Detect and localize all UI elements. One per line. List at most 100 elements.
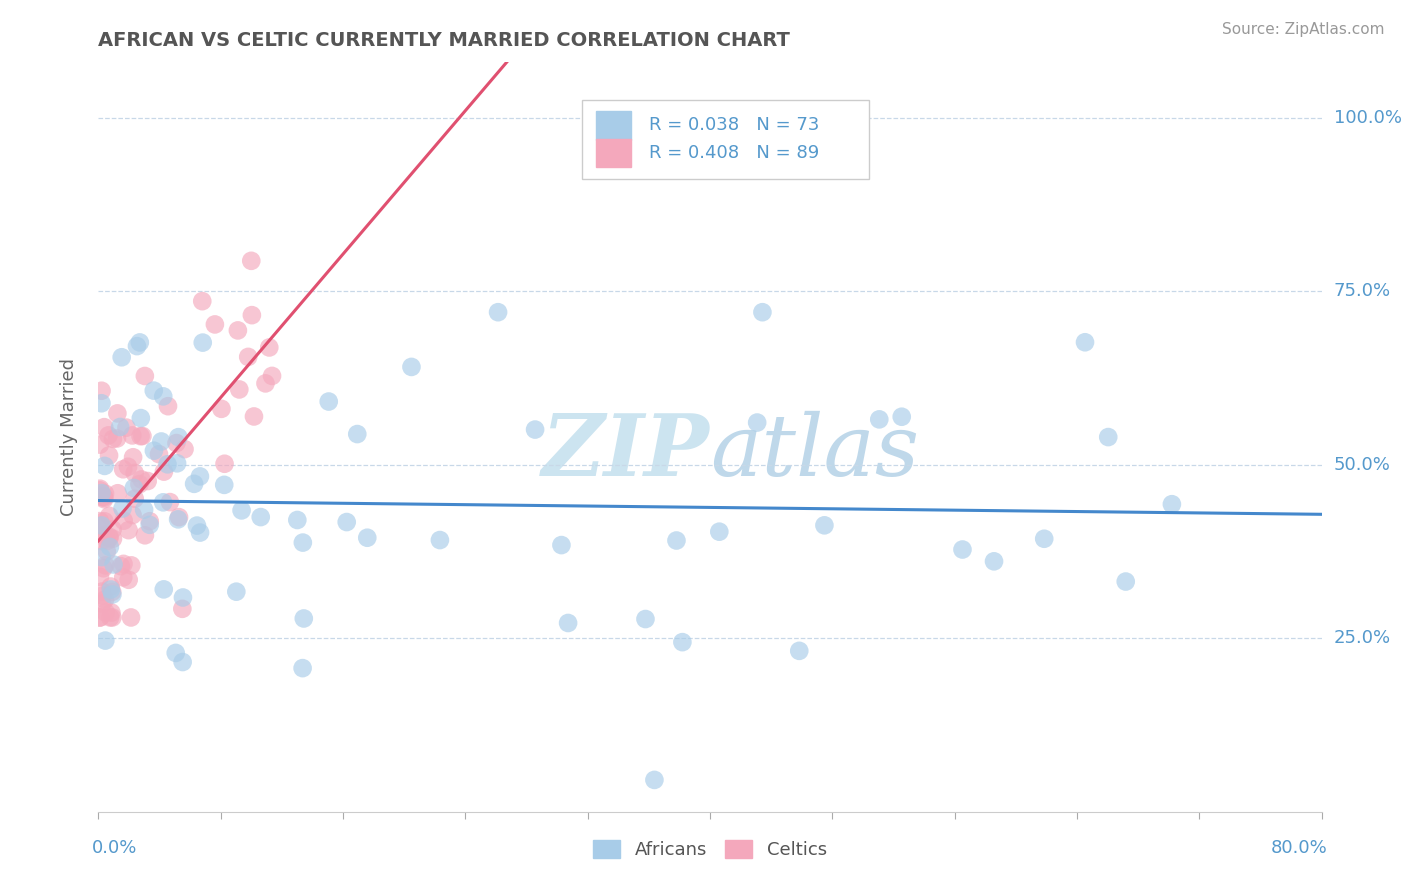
Point xyxy=(787,644,810,658)
Point xyxy=(89,610,111,624)
Point xyxy=(122,481,145,495)
Point xyxy=(167,512,190,526)
Point xyxy=(89,483,111,498)
Legend: Africans, Celtics: Africans, Celtics xyxy=(586,832,834,866)
Point xyxy=(90,550,112,565)
Y-axis label: Currently Married: Currently Married xyxy=(59,358,77,516)
Point xyxy=(238,350,260,364)
Point xyxy=(150,434,173,449)
Point xyxy=(401,359,423,374)
Point xyxy=(101,523,124,537)
Point xyxy=(107,486,129,500)
Point xyxy=(186,518,208,533)
Point xyxy=(94,486,117,500)
Point xyxy=(89,437,111,451)
Point xyxy=(101,532,124,546)
Point xyxy=(665,533,688,548)
Point xyxy=(166,436,188,450)
Point xyxy=(112,514,135,528)
Point xyxy=(1097,430,1119,444)
Point xyxy=(121,508,143,522)
Point xyxy=(138,514,160,528)
Point xyxy=(111,351,134,365)
Text: atlas: atlas xyxy=(710,410,920,493)
Point xyxy=(173,442,195,457)
Point xyxy=(212,478,235,492)
Point xyxy=(890,409,912,424)
Point xyxy=(96,533,118,548)
Point xyxy=(101,610,124,624)
Point xyxy=(134,369,156,384)
Point xyxy=(156,458,179,472)
Point xyxy=(188,469,211,483)
Point xyxy=(112,570,135,584)
Point xyxy=(188,525,211,540)
Point xyxy=(105,432,128,446)
Point xyxy=(243,409,266,424)
Point xyxy=(136,474,159,488)
Point xyxy=(90,396,112,410)
Point xyxy=(131,473,153,487)
Point xyxy=(165,646,187,660)
Point xyxy=(90,534,112,549)
Point xyxy=(89,519,111,533)
Point xyxy=(100,606,122,620)
Point xyxy=(94,606,117,620)
Point xyxy=(93,514,115,528)
Point xyxy=(94,558,117,573)
Point xyxy=(172,591,194,605)
Text: AFRICAN VS CELTIC CURRENTLY MARRIED CORRELATION CHART: AFRICAN VS CELTIC CURRENTLY MARRIED CORR… xyxy=(98,30,790,50)
Point xyxy=(634,612,657,626)
Point xyxy=(167,430,190,444)
Point xyxy=(101,432,124,446)
Text: R = 0.038   N = 73: R = 0.038 N = 73 xyxy=(648,116,820,135)
Point xyxy=(98,531,121,545)
Point xyxy=(429,533,451,547)
Bar xyxy=(596,112,630,140)
Point xyxy=(91,589,114,603)
Point xyxy=(643,772,665,787)
Point xyxy=(103,558,125,572)
Point xyxy=(952,542,974,557)
Point xyxy=(209,401,232,416)
Point xyxy=(108,420,131,434)
Point xyxy=(129,429,152,443)
Point xyxy=(285,513,308,527)
Point xyxy=(89,514,111,528)
Text: 75.0%: 75.0% xyxy=(1334,283,1391,301)
Point xyxy=(240,308,263,322)
Point xyxy=(153,465,176,479)
Point xyxy=(100,580,122,594)
Point xyxy=(98,449,121,463)
Point xyxy=(486,305,509,319)
Point xyxy=(557,615,579,630)
Point xyxy=(93,420,115,434)
Point xyxy=(226,323,249,337)
Point xyxy=(93,561,115,575)
Point xyxy=(259,341,281,355)
Point xyxy=(524,423,547,437)
Point xyxy=(156,399,179,413)
Point xyxy=(129,411,152,425)
Point xyxy=(138,517,160,532)
Point xyxy=(90,518,112,533)
Point xyxy=(128,477,150,491)
Point xyxy=(183,476,205,491)
Point xyxy=(152,389,174,403)
Point xyxy=(89,570,111,584)
Point xyxy=(751,305,773,319)
Point xyxy=(98,508,121,523)
Point xyxy=(94,633,117,648)
Point xyxy=(356,531,378,545)
Point xyxy=(292,611,315,625)
Text: 100.0%: 100.0% xyxy=(1334,109,1402,127)
Point xyxy=(93,492,115,507)
Point xyxy=(125,339,148,353)
Bar xyxy=(596,139,630,168)
Point xyxy=(172,655,194,669)
Point xyxy=(671,635,693,649)
Point xyxy=(89,610,111,624)
Point xyxy=(240,253,263,268)
Point xyxy=(152,495,174,509)
Point xyxy=(110,559,132,574)
